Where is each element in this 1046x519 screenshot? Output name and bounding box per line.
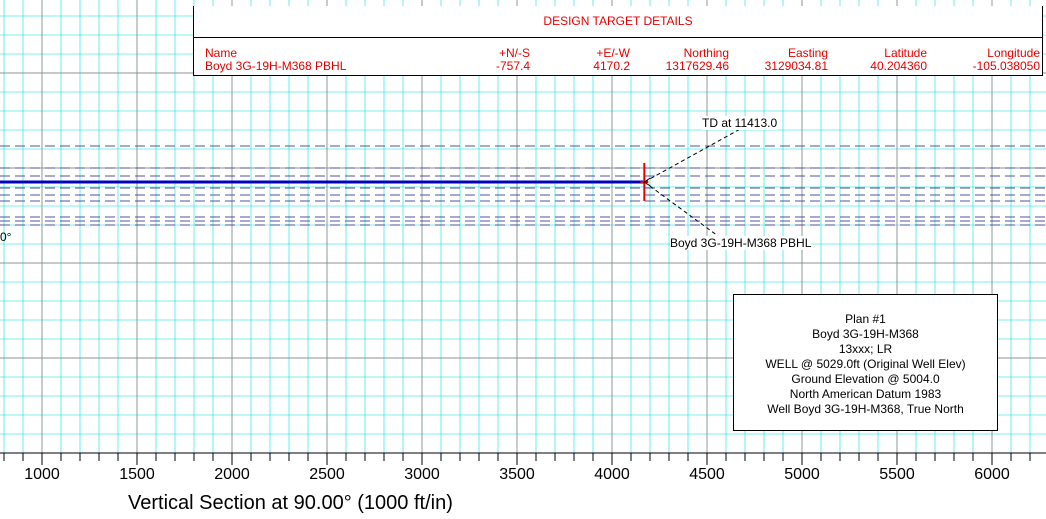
header-ns: +N/-S	[498, 46, 530, 60]
header-northing: Northing	[683, 46, 729, 60]
value-ns: -757.4	[495, 59, 530, 73]
design-target-title: DESIGN TARGET DETAILS	[543, 14, 693, 28]
plan-line-4: WELL @ 5029.0ft (Original Well Elev)	[765, 357, 966, 371]
plan-line-2: Boyd 3G-19H-M368	[812, 327, 919, 341]
header-ew: +E/-W	[596, 46, 630, 60]
plan-line-3: 13xxx; LR	[838, 342, 893, 356]
x-axis-ticks	[3, 453, 1031, 465]
value-latitude: 40.204360	[870, 59, 927, 73]
x-axis-title: Vertical Section at 90.00° (1000 ft/in)	[128, 492, 453, 514]
x-tick-label: 3500	[499, 466, 535, 483]
td-annotation: TD at 11413.0	[702, 116, 778, 130]
x-tick-label: 4000	[594, 466, 630, 483]
value-longitude: -105.038050	[972, 59, 1040, 73]
x-tick-label: 5000	[784, 466, 820, 483]
x-tick-label: 1500	[119, 466, 155, 483]
plan-line-6: North American Datum 1983	[789, 387, 942, 401]
left-edge-label: 0°	[0, 230, 12, 244]
x-tick-label: 2500	[309, 466, 345, 483]
x-tick-label: 3000	[404, 466, 440, 483]
design-target-separator	[194, 37, 1042, 38]
x-tick-label: 5500	[879, 466, 915, 483]
td-leader	[644, 127, 743, 183]
plan-info-box: Plan #1 Boyd 3G-19H-M368 13xxx; LR WELL …	[733, 294, 998, 431]
value-easting: 3129034.81	[764, 59, 828, 73]
value-name: Boyd 3G-19H-M368 PBHL	[205, 59, 347, 73]
value-northing: 1317629.46	[665, 59, 729, 73]
x-tick-label: 1000	[24, 466, 60, 483]
lease-dashed-lines	[0, 145, 1046, 226]
header-longitude: Longitude	[987, 46, 1040, 60]
pbhl-leader	[644, 181, 719, 237]
x-tick-label: 6000	[974, 466, 1010, 483]
leader-arrowhead	[643, 177, 651, 187]
header-easting: Easting	[787, 46, 828, 60]
plan-line-1: Plan #1	[845, 312, 886, 326]
header-name: Name	[205, 46, 238, 60]
plan-line-7: Well Boyd 3G-19H-M368, True North	[767, 402, 964, 416]
header-latitude: Latitude	[884, 46, 927, 60]
design-target-details-box: DESIGN TARGET DETAILS Name +N/-S +E/-W N…	[193, 6, 1043, 76]
annotation-leaders	[643, 127, 743, 237]
pbhl-annotation: Boyd 3G-19H-M368 PBHL	[670, 236, 812, 250]
plan-line-5: Ground Elevation @ 5004.0	[791, 372, 940, 386]
x-tick-label: 2000	[214, 466, 250, 483]
x-tick-label: 4500	[689, 466, 725, 483]
value-ew: 4170.2	[593, 59, 630, 73]
